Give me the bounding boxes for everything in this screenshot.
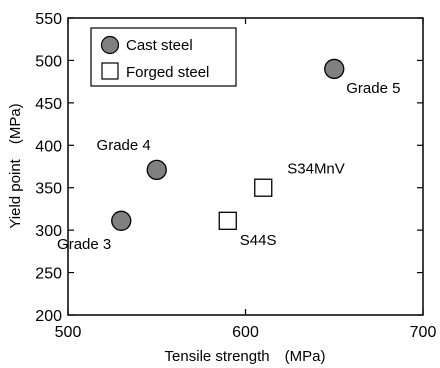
data-point-circle xyxy=(146,159,167,181)
legend-label-cast-steel: Cast steel xyxy=(126,37,193,54)
legend-marker-cast-steel xyxy=(100,35,120,55)
y-tick-label: 350 xyxy=(35,181,62,198)
legend-label-forged-steel: Forged steel xyxy=(126,64,209,81)
point-label: Grade 3 xyxy=(57,236,111,253)
point-label: S44S xyxy=(240,232,277,249)
x-tick-label: 600 xyxy=(232,324,259,341)
data-point-square xyxy=(254,178,273,197)
axis-ticks xyxy=(67,17,424,316)
legend: Cast steel Forged steel xyxy=(90,27,237,87)
point-label: S34MnV xyxy=(287,161,345,178)
legend-marker-forged-steel xyxy=(101,62,119,80)
y-tick-label: 450 xyxy=(35,96,62,113)
data-point-square xyxy=(218,211,237,230)
data-point-circle xyxy=(324,58,345,80)
y-tick-label: 400 xyxy=(35,138,62,155)
x-axis-title: Tensile strength (MPa) xyxy=(165,348,326,365)
axis-tick-labels: 500 600 700 200 250 300 350 400 450 500 550 xyxy=(35,11,436,341)
x-tick-label: 700 xyxy=(410,324,437,341)
y-tick-label: 300 xyxy=(35,223,62,240)
data-points xyxy=(111,58,345,231)
data-point-circle xyxy=(111,210,132,231)
y-tick-label: 550 xyxy=(35,11,62,28)
y-tick-label: 250 xyxy=(35,266,62,283)
point-label: Grade 5 xyxy=(346,80,400,97)
y-tick-label: 500 xyxy=(35,53,62,70)
point-labels: Grade 3 Grade 4 Grade 5 S44S S34MnV xyxy=(57,80,400,253)
y-axis-title: Yield point (MPa) xyxy=(7,103,24,228)
y-tick-label: 200 xyxy=(35,308,62,325)
x-tick-label: 500 xyxy=(55,324,82,341)
point-label: Grade 4 xyxy=(97,137,151,154)
